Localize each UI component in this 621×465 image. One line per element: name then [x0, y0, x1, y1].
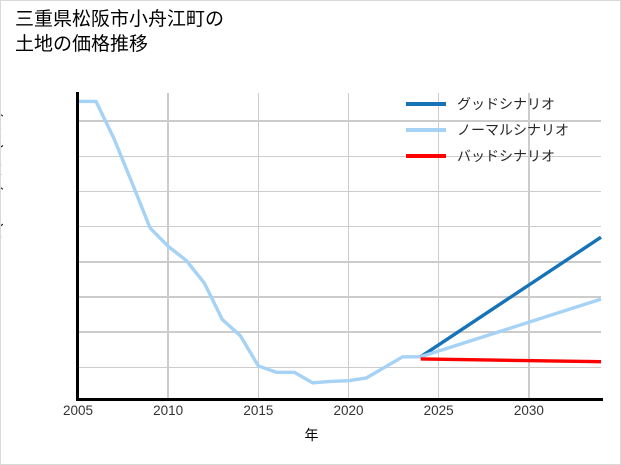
legend-label: ノーマルシナリオ — [457, 122, 569, 138]
x-tick-label: 2020 — [333, 403, 364, 418]
legend-label: バッドシナリオ — [457, 148, 555, 164]
legend-label: グッドシナリオ — [457, 96, 555, 112]
gridline-x — [528, 93, 530, 399]
y-axis-spine — [76, 92, 79, 401]
y-axis-title: 坪 (3.3㎡) 単価 (万円) — [0, 112, 3, 246]
gridline-x — [347, 93, 350, 399]
legend-color-swatch — [406, 154, 446, 158]
x-tick-label: 2015 — [243, 403, 274, 418]
x-tick-label: 2005 — [62, 403, 94, 418]
x-axis-title: 年 — [304, 427, 319, 443]
legend-item[interactable]: ノーマルシナリオ — [406, 117, 611, 143]
gridline-y — [78, 331, 601, 333]
x-axis-spine — [76, 398, 603, 401]
gridline-y — [78, 261, 601, 263]
legend: グッドシナリオ ノーマルシナリオ バッドシナリオ — [406, 91, 611, 169]
series-line — [419, 235, 602, 359]
series-lines — [78, 99, 602, 385]
legend-item[interactable]: グッドシナリオ — [406, 91, 611, 117]
x-tick-label: 2010 — [153, 403, 184, 418]
series-line — [78, 99, 421, 385]
legend-item[interactable]: バッドシナリオ — [406, 143, 611, 169]
gridline-x — [437, 93, 440, 399]
gridline-y — [78, 296, 601, 298]
gridline-y — [78, 190, 601, 193]
x-tick-label: 2025 — [423, 403, 454, 418]
legend-color-swatch — [406, 102, 446, 106]
chart-title: 三重県松阪市小舟江町の 土地の価格推移 — [15, 9, 225, 55]
x-tick-label: 2030 — [513, 403, 544, 418]
series-line — [420, 297, 602, 359]
plot-area — [77, 93, 602, 399]
gridline-y — [78, 225, 601, 228]
gridline-y — [78, 366, 601, 369]
gridline-x — [257, 93, 260, 399]
gridline-y — [78, 120, 601, 122]
gridline-y — [78, 155, 601, 157]
legend-color-swatch — [406, 128, 446, 132]
series-line — [420, 357, 602, 364]
